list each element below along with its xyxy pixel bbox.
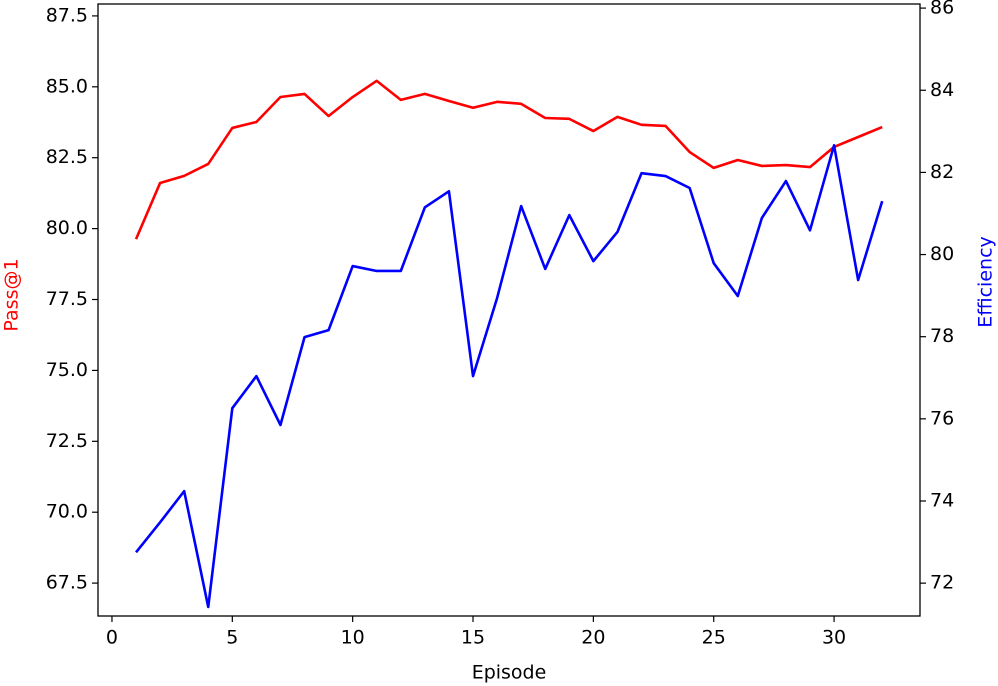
plot-frame	[97, 3, 921, 617]
y-tick-label: 67.5	[46, 572, 88, 594]
x-tick-label: 15	[461, 627, 485, 649]
data-line	[134, 79, 883, 240]
y-tick-label: 77.5	[46, 288, 88, 310]
x-tick-label: 30	[822, 627, 846, 649]
x-axis-label: Episode	[472, 662, 547, 684]
y-tick-label: 70.0	[46, 501, 88, 523]
y2-tick-label: 82	[930, 161, 954, 183]
y2-tick-label: 80	[930, 243, 954, 265]
y2-tick-label: 74	[930, 489, 954, 511]
y2-tick-label: 76	[930, 407, 954, 429]
x-tick-label: 20	[581, 627, 605, 649]
y-tick-label: 72.5	[46, 430, 88, 452]
y2-tick-label: 84	[930, 79, 954, 101]
y-tick-label: 75.0	[46, 359, 88, 381]
y2-tick-label: 78	[930, 325, 954, 347]
y2-axis-label: Efficiency	[975, 236, 997, 328]
x-tick-label: 10	[341, 627, 365, 649]
x-tick-label: 0	[106, 627, 118, 649]
y2-tick-label: 72	[930, 572, 954, 594]
y-axis-label: Pass@1	[1, 258, 23, 331]
x-tick-label: 25	[702, 627, 726, 649]
y-tick-label: 80.0	[46, 217, 88, 239]
y-tick-label: 82.5	[46, 146, 88, 168]
y-tick-label: 85.0	[46, 75, 88, 97]
x-tick-label: 5	[226, 627, 238, 649]
data-line	[135, 143, 884, 609]
y2-tick-label: 86	[930, 0, 954, 19]
y-tick-label: 87.5	[46, 4, 88, 26]
